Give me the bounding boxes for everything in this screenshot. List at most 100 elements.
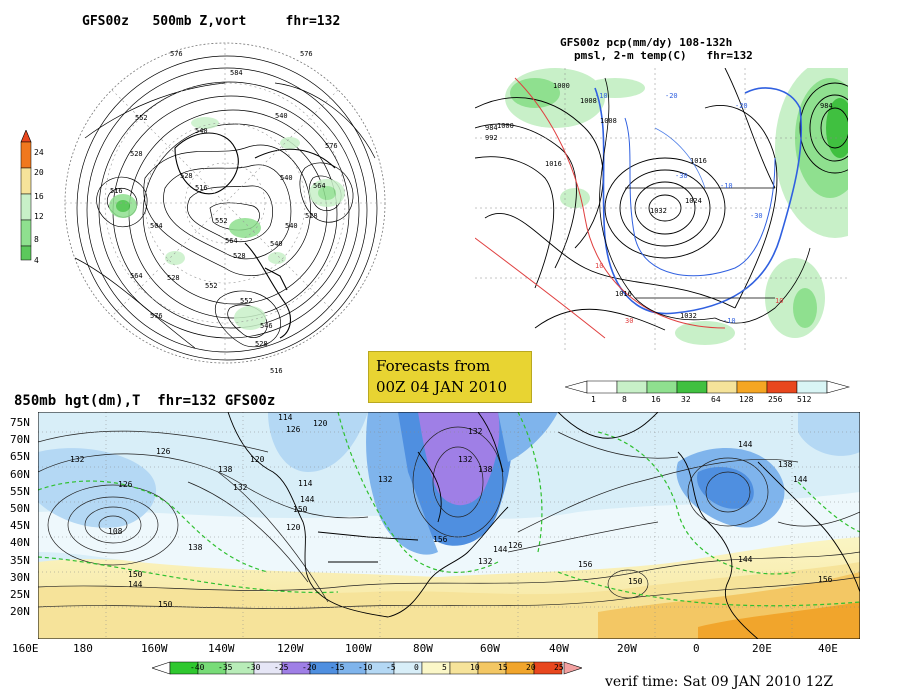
temperature-tick: -25 [274,663,289,672]
precip-colorbar-cell [796,380,828,394]
pressure-contour-label: -30 [750,212,763,220]
pressure-contour-label: 1032 [680,312,697,320]
precip-colorbar-cell [586,380,618,394]
height-contour-label: 144 [793,475,808,484]
pressure-contour-label: 1008 [600,117,617,125]
height-contour-label: 584 [230,69,243,77]
height-contour-label: 150 [128,570,143,579]
precip-colorbar-cell [706,380,738,394]
temperature-tick: -40 [190,663,205,672]
temperature-colorbar-cell [533,661,563,675]
vort-tick: 16 [34,192,44,201]
longitude-label: 20W [617,642,637,655]
latitude-label: 45N [10,519,30,533]
height-contour-label: 528 [305,212,318,220]
height-contour-label: 114 [278,413,293,422]
height-contour-label: 552 [240,297,253,305]
pressure-contour-label: 1024 [685,197,702,205]
precip-colorbar-cell [646,380,678,394]
precip-tick: 32 [681,395,691,404]
pressure-contour-label: 10 [595,262,603,270]
height-contour-label: 120 [250,455,265,464]
precip-tick: 1 [591,395,596,404]
latitude-label: 70N [10,433,30,447]
pressure-contour-label: -20 [665,92,678,100]
height-contour-label: 144 [128,580,143,589]
longitude-label: 160E [12,642,39,655]
longitude-label: 40W [549,642,569,655]
pressure-contour-label: 984 [820,102,833,110]
longitude-label: 60W [480,642,500,655]
panel-precip-map: 1000 1008 984 992 1000 1008 1016 1032 1024 1016 -1… [475,68,848,350]
height-contour-label: 516 [270,367,283,375]
panel-500mb-map: 5765845765525405285165045285165405645285… [64,42,386,375]
height-contour-label: 132 [468,427,483,436]
latitude-label: 65N [10,450,30,464]
longitude-label: 100W [345,642,372,655]
temperature-tick: -15 [330,663,345,672]
temperature-tick: 0 [414,663,419,672]
vort-tick: 24 [34,148,44,157]
vort-tick: 20 [34,168,44,177]
temperature-tick: 10 [470,663,480,672]
vort-tick: 8 [34,235,39,244]
height-contour-label: 138 [188,543,203,552]
pressure-contour-label: 1016 [545,160,562,168]
pressure-contour-label: 992 [485,134,498,142]
verif-time: verif time: Sat 09 JAN 2010 12Z [605,674,834,690]
height-contour-label: 528 [233,252,246,260]
panel-500mb-title: GFS00z 500mb Z,vort fhr=132 [82,14,341,29]
pressure-contour-label: 30 [625,317,633,325]
pressure-contour-label: -10 [595,92,608,100]
longitude-label: 0 [693,642,700,655]
height-contour-label: 114 [298,479,313,488]
height-contour-label: 576 [300,50,313,58]
height-contour-label: 126 [286,425,301,434]
temperature-tick: -5 [386,663,396,672]
height-contour-label: 552 [215,217,228,225]
pressure-contour-label: -10 [720,182,733,190]
height-contour-label: 132 [478,557,493,566]
temperature-tick: 25 [554,663,564,672]
longitude-label: 140W [208,642,235,655]
temperature-tick: -20 [302,663,317,672]
height-contour-label: 126 [156,447,171,456]
temperature-tick: 20 [526,663,536,672]
temperature-tick: 15 [498,663,508,672]
temperature-tick: -35 [218,663,233,672]
temperature-tick: 5 [442,663,447,672]
height-contour-label: 528 [255,340,268,348]
height-contour-label: 156 [578,560,593,569]
pressure-contour-label: -10 [723,317,736,325]
height-contour-label: 120 [313,419,328,428]
latitude-label: 25N [10,588,30,601]
height-contour-label: 516 [110,187,123,195]
height-contour-label: 516 [195,184,208,192]
longitude-label: 80W [413,642,433,655]
height-contour-label: 132 [233,483,248,492]
height-contour-label: 156 [818,575,833,584]
height-contour-label: 576 [150,312,163,320]
latitude-label: 40N [10,536,30,550]
latitude-label: 35N [10,553,30,567]
longitude-label: 40E [818,642,838,655]
height-contour-label: 150 [628,577,643,586]
pressure-contour-label: 1008 [580,97,597,105]
precip-colorbar-cell [736,380,768,394]
vort-tick: 12 [34,212,44,221]
pressure-contour-label: -20 [735,102,748,110]
pressure-contour-label: -30 [675,172,688,180]
latitude-label: 55N [10,484,30,498]
vorticity-colorbar [20,130,32,261]
longitude-label: 160W [141,642,168,655]
height-contour-label: 120 [286,523,301,532]
height-contour-label: 144 [738,440,753,449]
height-contour-label: 528 [130,150,143,158]
height-contour-label: 540 [270,240,283,248]
longitude-label: 20E [752,642,772,655]
precip-colorbar-cell [676,380,708,394]
precip-tick: 8 [622,395,627,404]
height-contour-label: 132 [458,455,473,464]
panel-precip-title-line2: pmsl, 2-m temp(C) fhr=132 [574,49,753,62]
height-contour-label: 138 [478,465,493,474]
